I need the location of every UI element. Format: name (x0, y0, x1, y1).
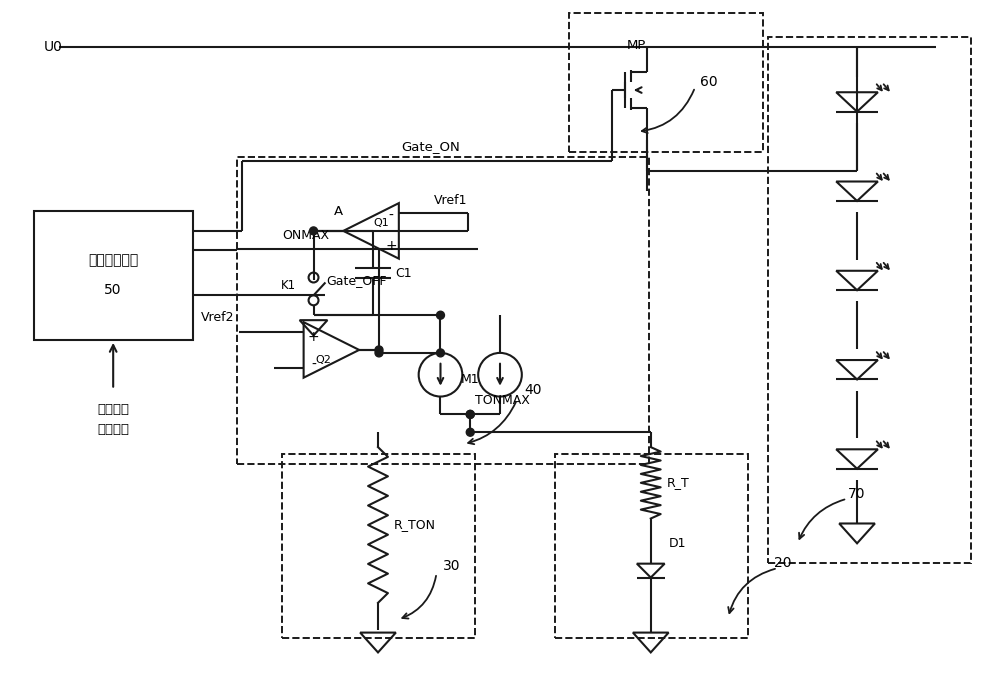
Circle shape (466, 428, 474, 436)
Circle shape (437, 349, 444, 357)
Text: U0: U0 (44, 40, 63, 54)
Text: Q2: Q2 (316, 355, 331, 365)
Circle shape (375, 346, 383, 354)
Bar (282, 454, 475, 638)
Bar (237, 156, 649, 464)
Text: ONMAX: ONMAX (282, 228, 329, 241)
Text: Vref1: Vref1 (434, 194, 467, 207)
Text: +: + (385, 239, 397, 253)
Text: K1: K1 (281, 279, 296, 292)
Text: C1: C1 (395, 267, 411, 279)
Circle shape (466, 411, 474, 418)
Text: 70: 70 (848, 487, 866, 500)
Circle shape (466, 411, 474, 418)
Circle shape (375, 349, 383, 357)
Text: Vref2: Vref2 (201, 311, 234, 324)
Text: 40: 40 (525, 383, 542, 396)
Text: 逻辑控制模块: 逻辑控制模块 (88, 254, 138, 268)
Text: MP: MP (627, 39, 647, 52)
Bar (768, 37, 971, 563)
Circle shape (309, 295, 318, 305)
Text: -: - (388, 209, 393, 223)
Text: 50: 50 (104, 284, 122, 297)
Text: R_TON: R_TON (394, 518, 436, 532)
Circle shape (437, 311, 444, 319)
Bar (555, 454, 748, 638)
Text: Q1: Q1 (373, 218, 389, 228)
Text: -: - (311, 358, 316, 372)
Text: 其他系统: 其他系统 (97, 403, 129, 416)
Text: 20: 20 (774, 556, 791, 570)
Text: 30: 30 (443, 559, 461, 573)
Text: +: + (308, 330, 319, 344)
Text: TONMAX: TONMAX (475, 394, 530, 407)
Text: D1: D1 (669, 537, 686, 550)
Text: 输入信号: 输入信号 (97, 423, 129, 436)
Bar (569, 13, 763, 152)
Bar (34, 211, 193, 340)
Text: Gate_ON: Gate_ON (401, 140, 460, 153)
Text: A: A (334, 205, 343, 218)
Text: M1: M1 (461, 373, 480, 386)
Circle shape (309, 273, 318, 282)
Text: R_T: R_T (667, 476, 689, 490)
Circle shape (310, 227, 318, 235)
Text: Gate_OFF: Gate_OFF (326, 275, 387, 288)
Text: 60: 60 (700, 75, 717, 89)
